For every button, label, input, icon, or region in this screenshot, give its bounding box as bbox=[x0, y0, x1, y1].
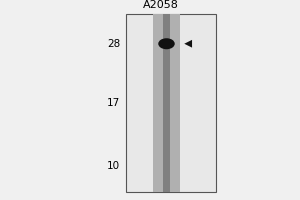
Text: 17: 17 bbox=[107, 98, 120, 108]
Ellipse shape bbox=[158, 38, 175, 49]
Text: 28: 28 bbox=[107, 39, 120, 49]
Bar bbox=[153, 14, 180, 192]
Text: 10: 10 bbox=[107, 161, 120, 171]
Text: A2058: A2058 bbox=[142, 0, 178, 10]
Bar bbox=[163, 14, 170, 192]
Bar bbox=[126, 14, 216, 192]
